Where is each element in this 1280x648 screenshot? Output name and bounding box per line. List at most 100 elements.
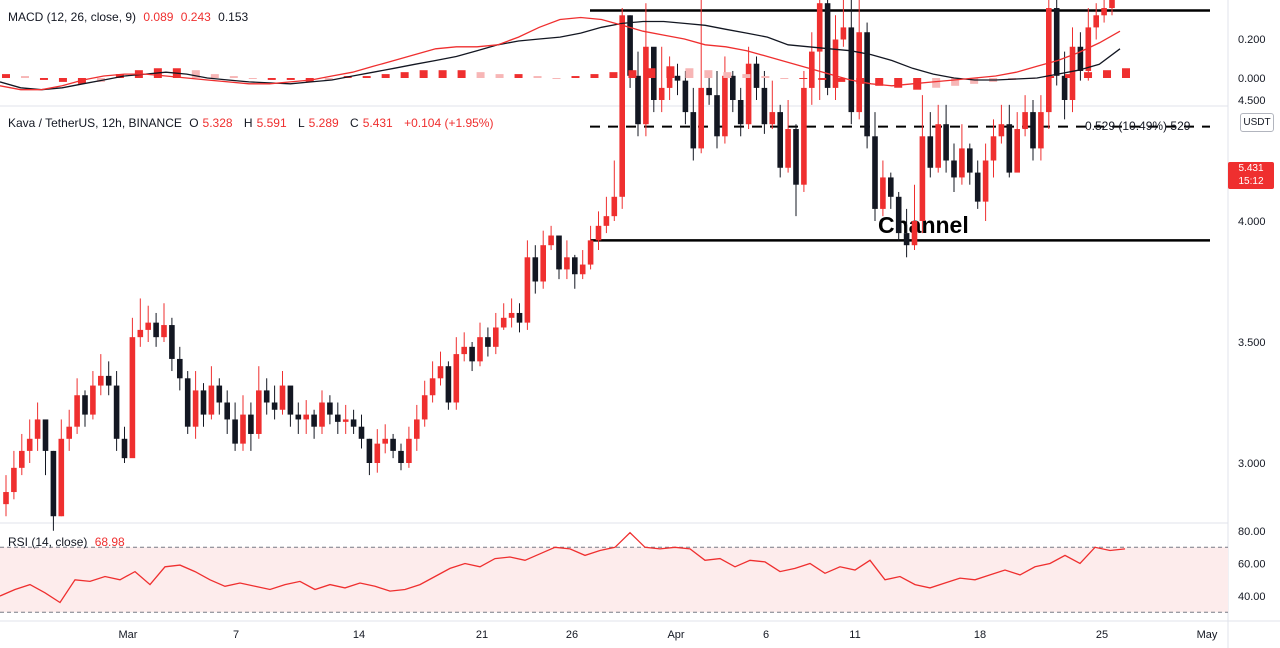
candle-body xyxy=(295,414,302,420)
macd-hist-bar xyxy=(476,72,485,78)
currency-button[interactable]: USDT xyxy=(1240,113,1274,132)
macd-hist-bar xyxy=(438,70,447,78)
rsi-band xyxy=(0,547,1228,613)
candle-body xyxy=(74,395,80,427)
macd-hist-bar xyxy=(191,70,200,78)
macd-hist-bar xyxy=(457,70,466,78)
candle-body xyxy=(374,443,381,463)
candle-body xyxy=(390,438,396,451)
macd-hist-bar xyxy=(1065,74,1074,78)
candle-body xyxy=(98,375,104,386)
candle-body xyxy=(643,46,649,125)
candle-body xyxy=(153,322,159,338)
candle-body xyxy=(674,75,681,81)
macd-hist-bar xyxy=(685,68,694,78)
candle-body xyxy=(658,87,665,100)
close-value: C 5.431 xyxy=(350,116,393,130)
candle-body xyxy=(342,419,349,422)
candle-body xyxy=(832,39,839,88)
candle-body xyxy=(730,75,736,100)
macd-hist-bar xyxy=(39,78,48,80)
candle-body xyxy=(192,390,199,427)
candle-body xyxy=(414,419,420,439)
candle-body xyxy=(1030,112,1036,149)
candle-body xyxy=(777,112,783,168)
price-legend: Kava / TetherUS, 12h, BINANCE O 5.328 H 5.… xyxy=(8,116,497,130)
candle-body xyxy=(216,385,223,403)
candle-body xyxy=(493,327,499,347)
rsi-tick-label: 40.00 xyxy=(1238,591,1266,603)
candle-body xyxy=(548,235,554,246)
candle-body xyxy=(113,385,120,439)
candle-body xyxy=(761,87,768,125)
candle-body xyxy=(801,87,807,185)
candle-body xyxy=(722,75,728,137)
candle-body xyxy=(224,402,230,420)
rsi-tick-label: 80.00 xyxy=(1238,526,1266,538)
macd-hist-bar xyxy=(837,78,846,82)
macd-line xyxy=(0,20,1121,91)
candle-body xyxy=(935,124,941,168)
candle-body xyxy=(461,346,467,355)
candle-body xyxy=(698,87,704,149)
time-tick-label: 11 xyxy=(849,629,860,641)
rsi-line xyxy=(0,531,1126,604)
candle-body xyxy=(382,438,388,444)
candle-body xyxy=(737,100,744,125)
macd-hist-bar xyxy=(286,78,295,80)
candle-body xyxy=(66,426,72,439)
macd-legend-value-2: 0.243 xyxy=(180,10,211,24)
candle-body xyxy=(943,124,949,161)
rsi-legend-value: 68.98 xyxy=(94,535,125,549)
candle-body xyxy=(840,27,847,40)
macd-hist-bar xyxy=(2,74,10,78)
low-value: L 5.289 xyxy=(297,116,339,130)
last-price-value: 5.431 xyxy=(1238,163,1264,174)
candle-body xyxy=(279,385,286,410)
candle-body xyxy=(682,80,689,113)
macd-hist-bar xyxy=(704,70,713,78)
candle-body xyxy=(856,32,862,113)
rsi-tick-label: 60.00 xyxy=(1238,559,1266,571)
macd-hist-bar xyxy=(533,76,542,78)
candle-body xyxy=(26,438,33,451)
candle-body xyxy=(421,395,428,420)
candle-body xyxy=(200,390,207,415)
candle-body xyxy=(145,322,151,330)
change-value: +0.104 (+1.95%) xyxy=(404,116,494,130)
candle-body xyxy=(508,312,515,318)
candle-body xyxy=(445,366,452,403)
macd-hist-bar xyxy=(248,78,257,79)
candle-body xyxy=(951,160,957,178)
open-value: O 5.328 xyxy=(189,116,233,130)
macd-hist-bar xyxy=(590,74,599,78)
candle-body xyxy=(1101,8,1107,16)
candle-body xyxy=(769,112,776,125)
macd-hist-bar xyxy=(571,76,580,78)
macd-tick-label: 0.000 xyxy=(1238,73,1266,85)
macd-hist-bar xyxy=(381,74,390,78)
candle-body xyxy=(303,414,309,420)
candle-body xyxy=(516,312,523,323)
candle-body xyxy=(895,196,902,234)
candle-body xyxy=(19,450,25,468)
candle-body xyxy=(793,129,799,185)
candle-body xyxy=(1077,46,1084,71)
candle-body xyxy=(398,450,404,463)
candle-body xyxy=(690,112,697,149)
candle-body xyxy=(1109,0,1115,9)
macd-hist-bar xyxy=(666,66,675,78)
candle-body xyxy=(34,419,41,439)
candle-body xyxy=(540,245,546,282)
candle-body xyxy=(429,378,436,396)
macd-hist-bar xyxy=(818,78,827,80)
macd-hist-bar xyxy=(419,70,428,78)
candle-body xyxy=(911,221,918,246)
time-tick-label: 25 xyxy=(1096,629,1108,641)
candle-body xyxy=(959,148,965,178)
candle-body xyxy=(880,177,886,209)
candle-body xyxy=(785,129,791,168)
candle-body xyxy=(161,325,167,338)
